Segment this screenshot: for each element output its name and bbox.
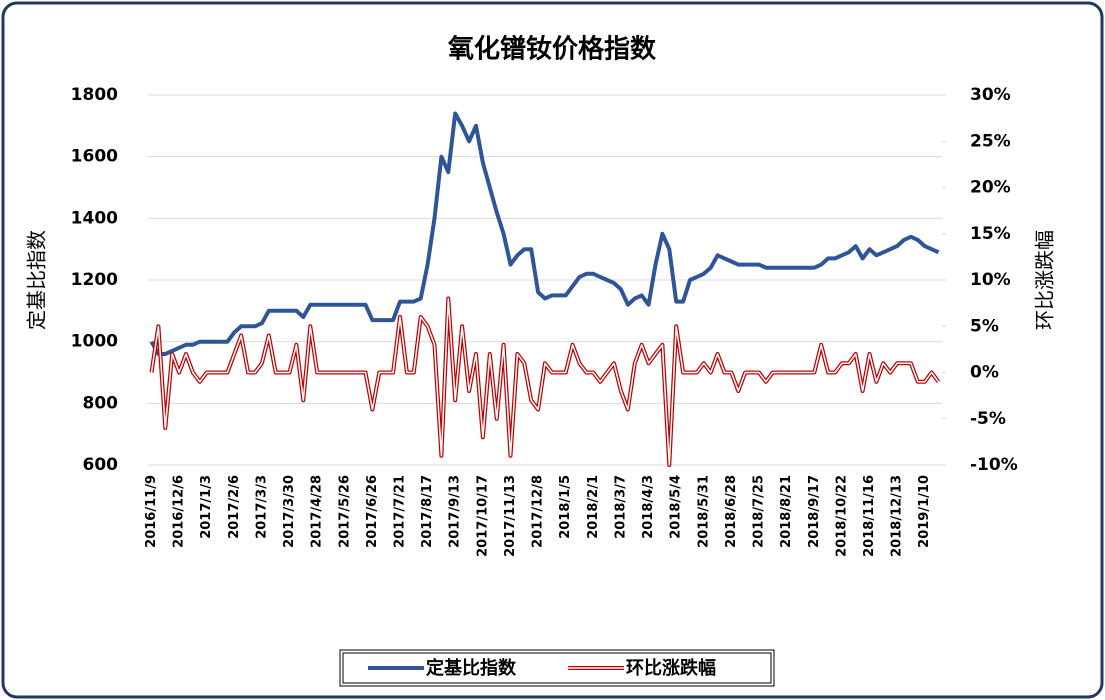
x-tick-label: 2018/10/22 xyxy=(834,475,849,557)
x-tick-label: 2017/11/13 xyxy=(503,475,518,557)
x-tick-label: 2017/3/30 xyxy=(282,475,297,548)
x-tick-label: 2016/12/6 xyxy=(172,475,187,548)
x-tick-label: 2017/6/26 xyxy=(365,475,380,548)
y2-tick-label: 25% xyxy=(970,131,1011,151)
x-tick-label: 2018/7/25 xyxy=(752,475,767,548)
legend-label: 定基比指数 xyxy=(426,657,517,679)
x-tick-label: 2018/5/4 xyxy=(669,475,684,539)
x-tick-label: 2017/10/17 xyxy=(475,475,490,557)
y2-tick-label: 10% xyxy=(970,270,1011,290)
x-tick-label: 2018/6/28 xyxy=(724,475,739,548)
x-tick-label: 2019/1/10 xyxy=(917,475,932,548)
legend-inner xyxy=(342,652,772,684)
y-tick-label: 1800 xyxy=(71,85,118,105)
x-tick-label: 2017/4/28 xyxy=(310,475,325,548)
y2-tick-label: 15% xyxy=(970,224,1011,244)
y2-tick-label: -5% xyxy=(970,409,1006,429)
y-tick-label: 1400 xyxy=(71,208,118,228)
x-tick-label: 2018/3/7 xyxy=(613,475,628,539)
y-tick-label: 1600 xyxy=(71,147,118,167)
x-tick-label: 2017/2/6 xyxy=(227,475,242,539)
x-tick-label: 2016/11/9 xyxy=(144,475,159,548)
x-tick-label: 2018/4/3 xyxy=(641,475,656,539)
legend-label: 环比涨跌幅 xyxy=(626,657,716,679)
y2-tick-label: 0% xyxy=(970,363,999,383)
x-tick-label: 2018/5/31 xyxy=(696,475,711,548)
y-tick-label: 800 xyxy=(83,393,119,413)
y-tick-label: 600 xyxy=(83,455,119,475)
y2-axis-label: 环比涨跌幅 xyxy=(1033,230,1057,330)
y2-tick-label: 5% xyxy=(970,316,999,336)
x-tick-label: 2018/11/16 xyxy=(862,475,877,557)
x-tick-label: 2018/2/1 xyxy=(586,475,601,539)
x-tick-label: 2017/7/21 xyxy=(393,475,408,548)
y2-tick-label: 30% xyxy=(970,85,1011,105)
x-tick-label: 2017/8/17 xyxy=(420,475,435,548)
x-tick-label: 2017/1/3 xyxy=(199,475,214,539)
x-tick-label: 2017/12/8 xyxy=(531,475,546,548)
series-line xyxy=(149,111,940,356)
x-tick-label: 2018/1/5 xyxy=(558,475,573,539)
y-tick-label: 1000 xyxy=(71,332,118,352)
x-tick-label: 2017/9/13 xyxy=(448,475,463,548)
chart-title: 氧化镨钕价格指数 xyxy=(447,34,657,65)
x-tick-label: 2018/9/17 xyxy=(807,475,822,548)
y-tick-label: 1200 xyxy=(71,270,118,290)
y-axis-label: 定基比指数 xyxy=(25,230,49,330)
y2-tick-label: -10% xyxy=(970,455,1018,475)
series-line-inner xyxy=(150,297,940,466)
x-tick-label: 2017/5/26 xyxy=(337,475,352,548)
x-tick-label: 2018/12/13 xyxy=(890,475,905,557)
y2-tick-label: 20% xyxy=(970,178,1011,198)
x-tick-label: 2017/3/3 xyxy=(254,475,269,539)
x-tick-label: 2018/8/21 xyxy=(779,475,794,548)
